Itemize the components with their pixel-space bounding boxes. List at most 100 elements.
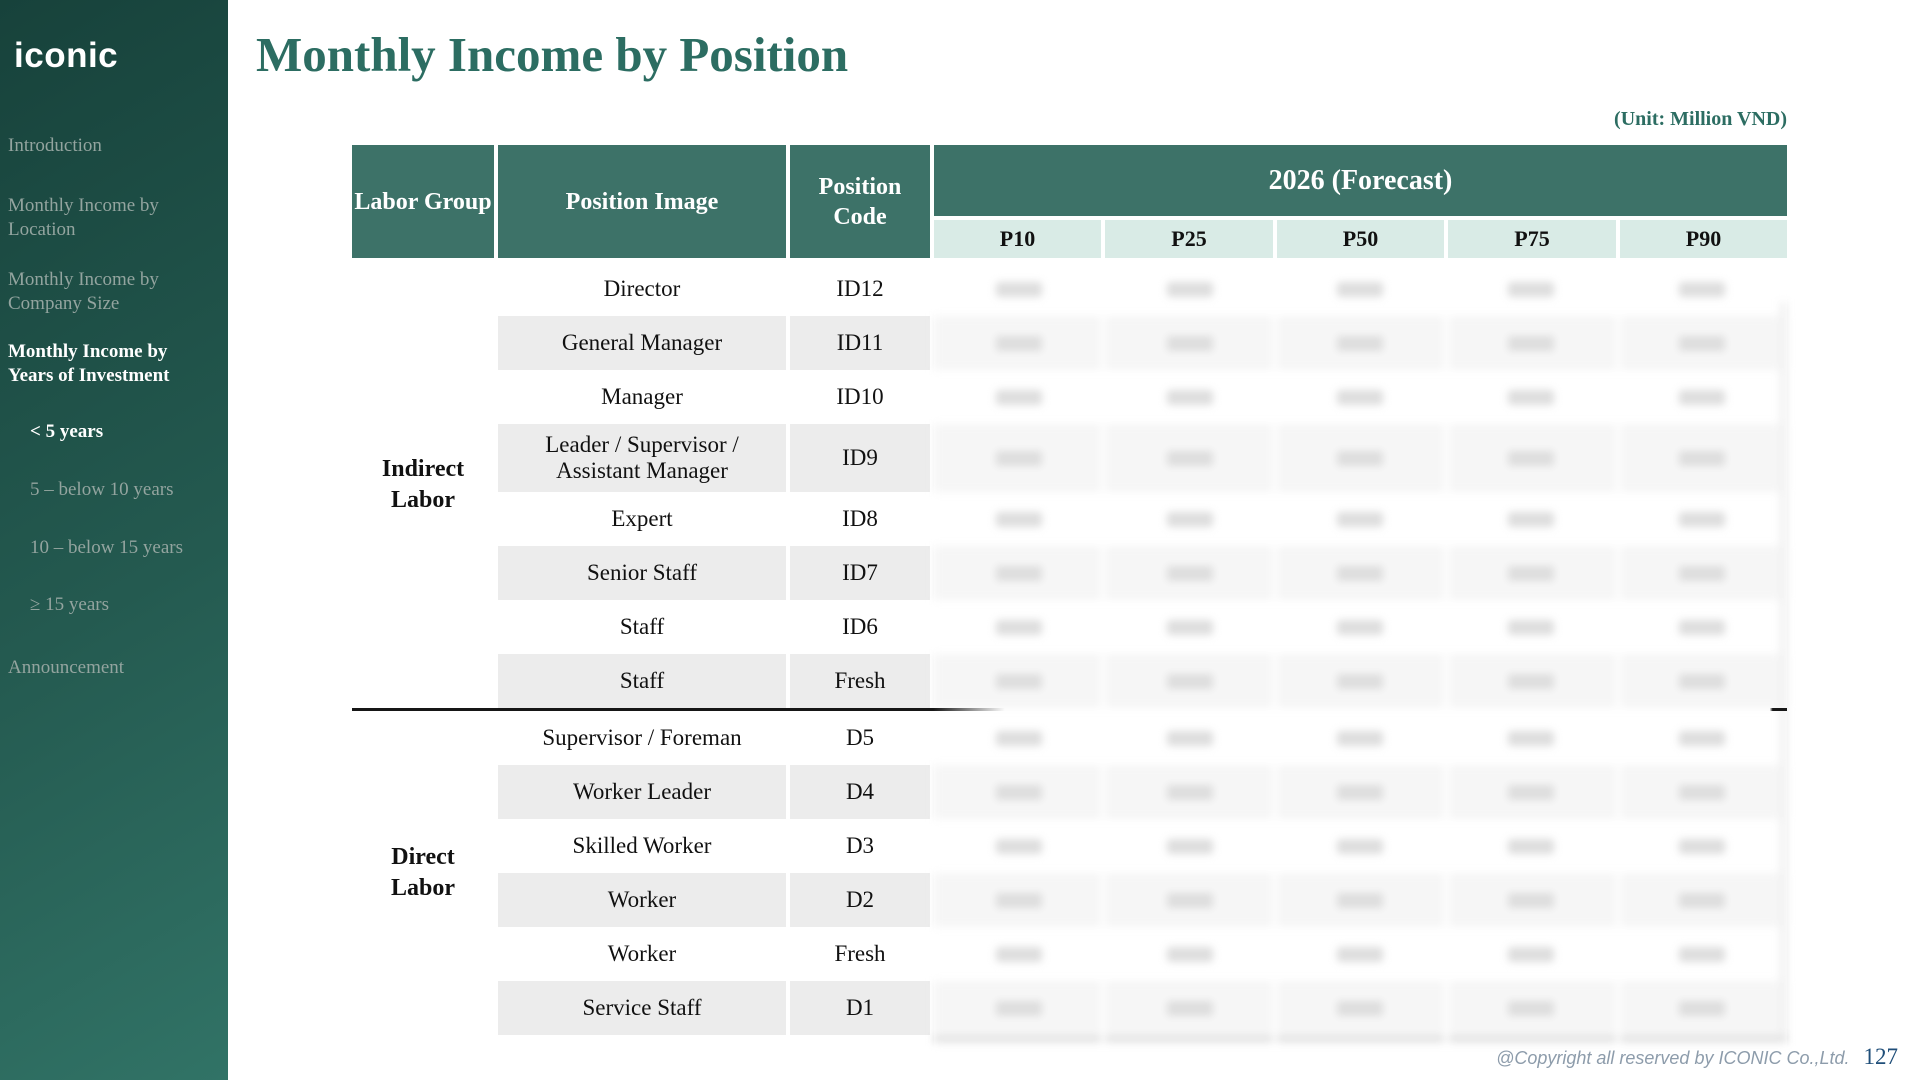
redacted-value — [1337, 619, 1384, 635]
values-row — [934, 765, 1787, 819]
values-row — [934, 873, 1787, 927]
group-label-direct-labor: Direct Labor — [352, 711, 494, 1035]
redacted-value — [1508, 673, 1555, 689]
code-cell: D3 — [845, 833, 875, 858]
redacted-value — [1166, 838, 1213, 854]
position-cell: Senior Staff — [498, 546, 786, 600]
sidebar-item-introduction[interactable]: Introduction — [8, 135, 102, 156]
redacted-value — [1166, 565, 1213, 581]
redacted-value — [1166, 511, 1213, 527]
redacted-value — [1508, 565, 1555, 581]
redacted-value — [996, 838, 1043, 854]
table-bottom-border — [934, 1035, 1787, 1043]
group-divider-line — [352, 708, 1787, 711]
sidebar-item-income-by-years-of-investment[interactable]: Monthly Income by Years of Investment — [8, 341, 170, 386]
redacted-value — [996, 946, 1043, 962]
redacted-value — [1337, 946, 1384, 962]
redacted-value — [1678, 511, 1725, 527]
redacted-value — [996, 1000, 1043, 1016]
redacted-value — [996, 784, 1043, 800]
redacted-value — [996, 389, 1043, 405]
redacted-value — [1166, 389, 1213, 405]
code-cell: D2 — [790, 873, 930, 927]
position-cell: Staff — [498, 654, 786, 708]
code-cell: ID6 — [842, 614, 878, 639]
redacted-value — [1678, 450, 1725, 466]
header-labor-group: Labor Group — [352, 145, 494, 258]
forecast-values-blurred — [934, 262, 1787, 1052]
redacted-value — [1337, 1000, 1384, 1016]
table-row: Service Staff D1 — [352, 981, 930, 1035]
redacted-value — [1166, 730, 1213, 746]
values-row — [934, 262, 1787, 316]
group-label-text: Indirect Labor — [381, 455, 465, 513]
position-cell: Staff — [619, 613, 665, 639]
redacted-value — [1337, 511, 1384, 527]
redacted-value — [1337, 673, 1384, 689]
table-row: Supervisor / Foreman D5 — [352, 711, 930, 765]
values-row — [934, 600, 1787, 654]
redacted-value — [1508, 619, 1555, 635]
position-cell: Service Staff — [498, 981, 786, 1035]
redacted-value — [1337, 450, 1384, 466]
header-forecast-2026: 2026 (Forecast) — [934, 145, 1787, 216]
table-row: Worker D2 — [352, 873, 930, 927]
redacted-value — [1508, 511, 1555, 527]
redacted-value — [1678, 838, 1725, 854]
code-cell: Fresh — [834, 941, 886, 966]
redacted-value — [1508, 335, 1555, 351]
sidebar-item-lt-5-years[interactable]: < 5 years — [30, 421, 104, 442]
redacted-value — [1166, 450, 1213, 466]
values-row — [934, 654, 1787, 708]
sidebar-item-income-by-company-size[interactable]: Monthly Income by Company Size — [8, 269, 159, 314]
redacted-value — [996, 892, 1043, 908]
sidebar-item-income-by-location[interactable]: Monthly Income by Location — [8, 195, 159, 240]
sidebar-item-announcement[interactable]: Announcement — [8, 657, 125, 678]
header-position-image: Position Image — [498, 145, 786, 258]
redacted-value — [1508, 784, 1555, 800]
position-cell: Worker — [498, 873, 786, 927]
position-cell: Expert — [611, 505, 673, 531]
position-cell: General Manager — [498, 316, 786, 370]
group-label-text: Direct Labor — [390, 843, 455, 901]
iconic-logo: iconic — [14, 36, 119, 75]
redacted-value — [1508, 838, 1555, 854]
header-p90: P90 — [1620, 220, 1787, 258]
table-row: Staff Fresh — [352, 654, 930, 708]
table-row: Director ID12 — [352, 262, 930, 316]
redacted-value — [1678, 1000, 1725, 1016]
redacted-value — [996, 730, 1043, 746]
table-row: Expert ID8 — [352, 492, 930, 546]
redacted-value — [996, 673, 1043, 689]
table-row: Senior Staff ID7 — [352, 546, 930, 600]
position-cell: Director — [603, 275, 681, 301]
redacted-value — [1166, 619, 1213, 635]
code-cell: Fresh — [790, 654, 930, 708]
table-row: Skilled Worker D3 — [352, 819, 930, 873]
group-label-indirect-labor: Indirect Labor — [352, 262, 494, 708]
redacted-value — [1678, 619, 1725, 635]
copyright-text: @Copyright all reserved by ICONIC Co.,Lt… — [1496, 1048, 1850, 1068]
header-p10: P10 — [934, 220, 1101, 258]
redacted-value — [1508, 946, 1555, 962]
redacted-value — [1678, 946, 1725, 962]
code-cell: ID7 — [790, 546, 930, 600]
sidebar-item-10-below-15-years[interactable]: 10 – below 15 years — [30, 537, 184, 558]
position-cell: Worker Leader — [498, 765, 786, 819]
redacted-value — [1508, 281, 1555, 297]
redacted-value — [1678, 673, 1725, 689]
redacted-value — [996, 511, 1043, 527]
sidebar-item-5-below-10-years[interactable]: 5 – below 10 years — [30, 479, 174, 500]
header-p75: P75 — [1448, 220, 1616, 258]
position-cell: Leader / Supervisor / Assistant Manager — [498, 424, 786, 492]
redacted-value — [1678, 730, 1725, 746]
header-p50: P50 — [1277, 220, 1444, 258]
redacted-value — [1337, 565, 1384, 581]
redacted-value — [1166, 673, 1213, 689]
values-row — [934, 546, 1787, 600]
redacted-value — [996, 281, 1043, 297]
redacted-value — [996, 619, 1043, 635]
header-position-code: Position Code — [790, 145, 930, 258]
sidebar-item-gte-15-years[interactable]: ≥ 15 years — [30, 594, 110, 615]
